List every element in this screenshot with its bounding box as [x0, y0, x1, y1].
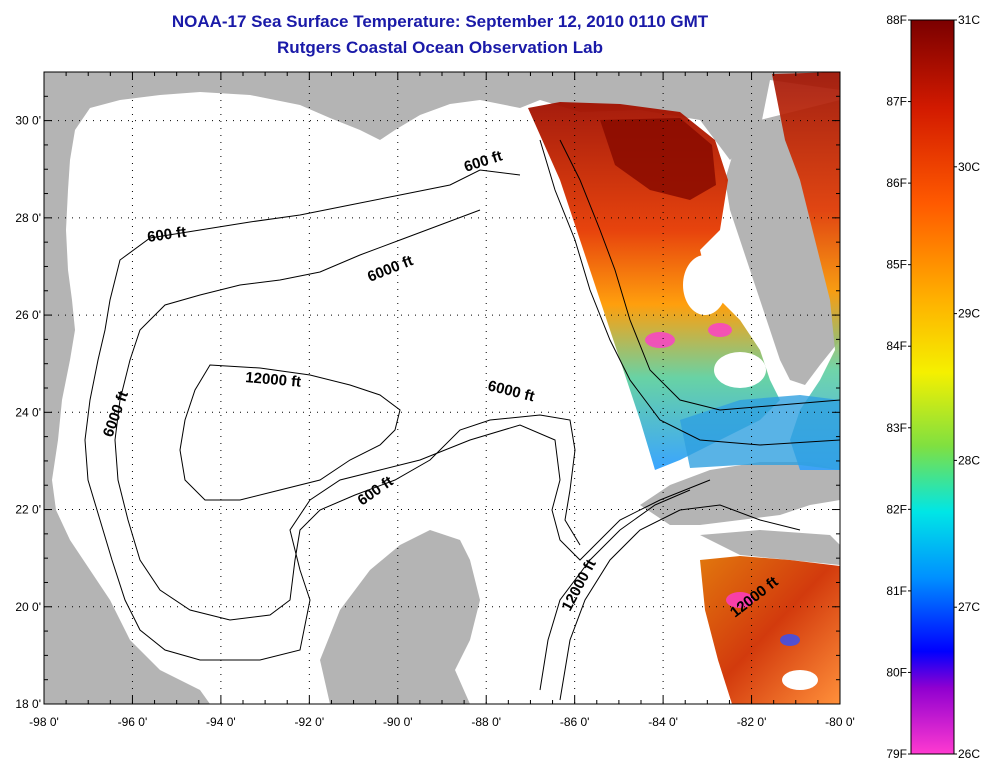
longitude-labels: -98 0' -96 0' -94 0' -92 0' -90 0' -88 0' -86 … [29, 715, 855, 729]
colorbar-f-label: 85F [886, 258, 907, 272]
lon-tick-label: -80 0' [825, 715, 855, 729]
colorbar-c-label: 28C [958, 453, 980, 467]
lat-tick-label: 22 0' [15, 503, 41, 517]
lat-tick-label: 30 0' [15, 114, 41, 128]
colorbar-f-label: 81F [886, 584, 907, 598]
bathymetry-contours [84, 139, 840, 701]
colorbar-c-label: 26C [958, 747, 980, 761]
graticule [44, 72, 840, 704]
lon-tick-label: -84 0' [648, 715, 678, 729]
colorbar-f-label: 84F [886, 339, 907, 353]
colorbar-c-label: 27C [958, 600, 980, 614]
map-title: NOAA-17 Sea Surface Temperature: Septemb… [171, 12, 709, 31]
contour-florida-shelf [559, 139, 840, 411]
contour-12000ft [179, 364, 401, 501]
land-yucatan [320, 530, 480, 704]
contour-600ft [84, 169, 711, 661]
colorbar-fahrenheit-labels: 88F 87F 86F 85F 84F 83F 82F 81F 80F 79F [886, 13, 911, 761]
lat-tick-label: 20 0' [15, 600, 41, 614]
lat-tick-label: 26 0' [15, 308, 41, 322]
cloud-gap [714, 352, 766, 388]
contour-12000ft-se [559, 504, 801, 701]
lon-tick-label: -90 0' [383, 715, 413, 729]
lon-tick-label: -86 0' [560, 715, 590, 729]
lon-tick-label: -98 0' [29, 715, 59, 729]
colorbar-c-label: 29C [958, 307, 980, 321]
contour-12000ft-se2 [539, 489, 691, 691]
lat-tick-label: 18 0' [15, 697, 41, 711]
land-us-coast [44, 72, 840, 704]
lon-tick-label: -96 0' [118, 715, 148, 729]
cool-patch [708, 323, 732, 337]
lon-tick-label: -82 0' [737, 715, 767, 729]
lon-tick-label: -92 0' [295, 715, 325, 729]
colorbar-f-label: 87F [886, 95, 907, 109]
colorbar-c-label: 30C [958, 160, 980, 174]
sst-hot-core [600, 118, 716, 200]
lon-tick-label: -94 0' [206, 715, 236, 729]
map-subtitle: Rutgers Coastal Ocean Observation Lab [277, 38, 603, 57]
cool-patch [726, 592, 754, 608]
lat-tick-label: 24 0' [15, 405, 41, 419]
colorbar-f-label: 79F [886, 747, 907, 761]
land-cuba-south [700, 530, 840, 565]
contour-label: 600 ft [146, 224, 187, 246]
latitude-labels: 30 0' 28 0' 26 0' 24 0' 22 0' 20 0' 18 0' [15, 114, 41, 711]
cool-patch [645, 332, 675, 348]
colorbar-f-label: 83F [886, 421, 907, 435]
colorbar-f-label: 88F [886, 13, 907, 27]
colorbar [910, 19, 955, 755]
contour-florida-slope [539, 139, 840, 446]
contour-label: 12000 ft [245, 369, 302, 391]
sst-swath-atlantic [772, 72, 840, 470]
lat-tick-label: 28 0' [15, 211, 41, 225]
cloud-gap [683, 255, 727, 315]
colorbar-f-label: 86F [886, 176, 907, 190]
cool-patch [780, 634, 800, 646]
lon-tick-label: -88 0' [471, 715, 501, 729]
sst-keys-band [680, 395, 840, 470]
colorbar-celsius-labels: 31C 30C 29C 28C 27C 26C [954, 13, 980, 761]
cloud-gap [782, 670, 818, 690]
colorbar-f-label: 82F [886, 502, 907, 516]
colorbar-f-label: 80F [886, 665, 907, 679]
contour-6000ft [114, 209, 581, 621]
axis-ticks [43, 71, 841, 705]
colorbar-c-label: 31C [958, 13, 980, 27]
